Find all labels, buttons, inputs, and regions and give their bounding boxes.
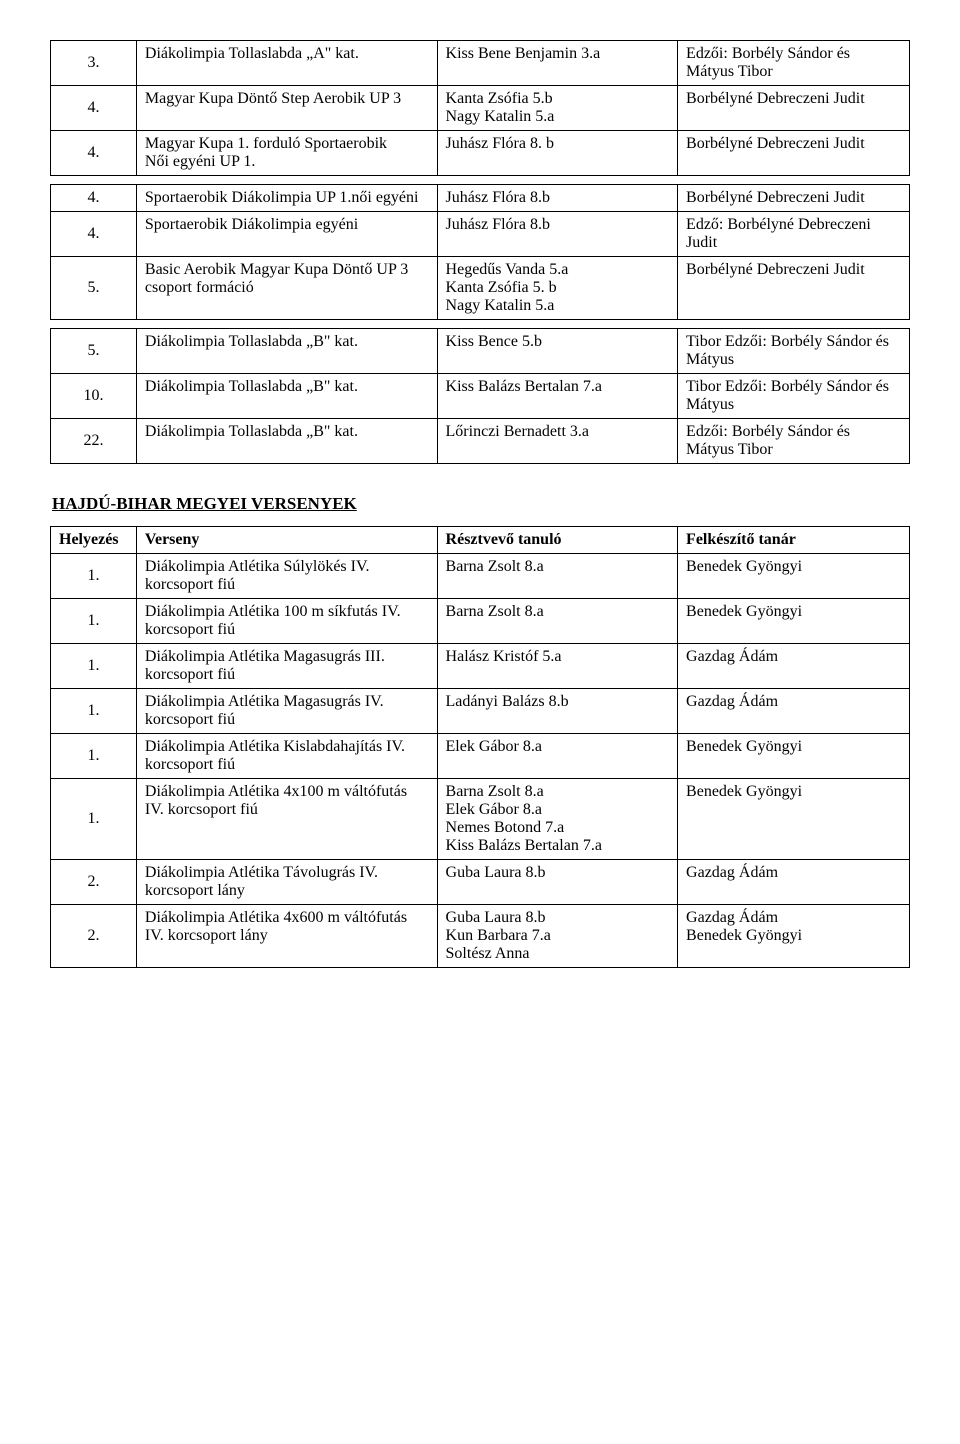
cell-participant: Ladányi Balázs 8.b bbox=[437, 689, 678, 734]
header-coach: Felkészítő tanár bbox=[678, 527, 910, 554]
cell-competition: Diákolimpia Tollaslabda „A" kat. bbox=[136, 41, 437, 86]
cell-competition: Diákolimpia Atlétika 100 m síkfutás IV. … bbox=[136, 599, 437, 644]
table-row: 4.Sportaerobik Diákolimpia egyéniJuhász … bbox=[51, 212, 910, 257]
table-row: 2.Diákolimpia Atlétika 4x600 m váltófutá… bbox=[51, 905, 910, 968]
cell-participant: Kanta Zsófia 5.b Nagy Katalin 5.a bbox=[437, 86, 678, 131]
cell-placement: 5. bbox=[51, 329, 137, 374]
table-row: 1.Diákolimpia Atlétika Súlylökés IV. kor… bbox=[51, 554, 910, 599]
cell-competition: Diákolimpia Atlétika Távolugrás IV. korc… bbox=[136, 860, 437, 905]
table-row: 1.Diákolimpia Atlétika Kislabdahajítás I… bbox=[51, 734, 910, 779]
cell-participant: Lőrinczi Bernadett 3.a bbox=[437, 419, 678, 464]
cell-participant: Kiss Bence 5.b bbox=[437, 329, 678, 374]
cell-placement: 4. bbox=[51, 212, 137, 257]
table-header-row: Helyezés Verseny Résztvevő tanuló Felkés… bbox=[51, 527, 910, 554]
table-row: 1.Diákolimpia Atlétika 100 m síkfutás IV… bbox=[51, 599, 910, 644]
cell-coach: Edzői: Borbély Sándor és Mátyus Tibor bbox=[678, 41, 910, 86]
county-results-table: Helyezés Verseny Résztvevő tanuló Felkés… bbox=[50, 526, 910, 968]
cell-competition: Magyar Kupa 1. forduló Sportaerobik Női … bbox=[136, 131, 437, 176]
cell-participant: Juhász Flóra 8.b bbox=[437, 185, 678, 212]
cell-competition: Diákolimpia Atlétika 4x100 m váltófutás … bbox=[136, 779, 437, 860]
header-competition: Verseny bbox=[136, 527, 437, 554]
cell-coach: Edző: Borbélyné Debreczeni Judit bbox=[678, 212, 910, 257]
cell-competition: Diákolimpia Tollaslabda „B" kat. bbox=[136, 329, 437, 374]
cell-coach: Borbélyné Debreczeni Judit bbox=[678, 86, 910, 131]
results-table-3: 5.Diákolimpia Tollaslabda „B" kat.Kiss B… bbox=[50, 328, 910, 464]
table-row: 2.Diákolimpia Atlétika Távolugrás IV. ko… bbox=[51, 860, 910, 905]
cell-placement: 3. bbox=[51, 41, 137, 86]
cell-participant: Barna Zsolt 8.a Elek Gábor 8.a Nemes Bot… bbox=[437, 779, 678, 860]
cell-placement: 4. bbox=[51, 131, 137, 176]
cell-participant: Hegedűs Vanda 5.a Kanta Zsófia 5. b Nagy… bbox=[437, 257, 678, 320]
cell-coach: Benedek Gyöngyi bbox=[678, 779, 910, 860]
cell-competition: Diákolimpia Atlétika Kislabdahajítás IV.… bbox=[136, 734, 437, 779]
cell-coach: Borbélyné Debreczeni Judit bbox=[678, 185, 910, 212]
cell-placement: 4. bbox=[51, 185, 137, 212]
cell-participant: Juhász Flóra 8. b bbox=[437, 131, 678, 176]
table-row: 4.Magyar Kupa Döntő Step Aerobik UP 3Kan… bbox=[51, 86, 910, 131]
cell-coach: Tibor Edzői: Borbély Sándor és Mátyus bbox=[678, 329, 910, 374]
cell-coach: Gazdag Ádám bbox=[678, 860, 910, 905]
table-row: 10.Diákolimpia Tollaslabda „B" kat.Kiss … bbox=[51, 374, 910, 419]
results-table-1: 3.Diákolimpia Tollaslabda „A" kat.Kiss B… bbox=[50, 40, 910, 176]
table-row: 5.Diákolimpia Tollaslabda „B" kat.Kiss B… bbox=[51, 329, 910, 374]
cell-placement: 2. bbox=[51, 905, 137, 968]
table-row: 1.Diákolimpia Atlétika Magasugrás IV. ko… bbox=[51, 689, 910, 734]
cell-coach: Gazdag Ádám Benedek Gyöngyi bbox=[678, 905, 910, 968]
cell-competition: Diákolimpia Tollaslabda „B" kat. bbox=[136, 419, 437, 464]
cell-coach: Borbélyné Debreczeni Judit bbox=[678, 257, 910, 320]
cell-coach: Gazdag Ádám bbox=[678, 689, 910, 734]
cell-placement: 1. bbox=[51, 779, 137, 860]
cell-placement: 10. bbox=[51, 374, 137, 419]
cell-participant: Barna Zsolt 8.a bbox=[437, 554, 678, 599]
cell-placement: 1. bbox=[51, 734, 137, 779]
header-participant: Résztvevő tanuló bbox=[437, 527, 678, 554]
table-row: 22.Diákolimpia Tollaslabda „B" kat.Lőrin… bbox=[51, 419, 910, 464]
cell-coach: Edzői: Borbély Sándor és Mátyus Tibor bbox=[678, 419, 910, 464]
cell-placement: 2. bbox=[51, 860, 137, 905]
cell-coach: Gazdag Ádám bbox=[678, 644, 910, 689]
table-row: 5.Basic Aerobik Magyar Kupa Döntő UP 3 c… bbox=[51, 257, 910, 320]
cell-competition: Magyar Kupa Döntő Step Aerobik UP 3 bbox=[136, 86, 437, 131]
cell-competition: Sportaerobik Diákolimpia UP 1.női egyéni bbox=[136, 185, 437, 212]
cell-placement: 1. bbox=[51, 599, 137, 644]
table-row: 1.Diákolimpia Atlétika 4x100 m váltófutá… bbox=[51, 779, 910, 860]
cell-placement: 1. bbox=[51, 689, 137, 734]
cell-coach: Benedek Gyöngyi bbox=[678, 554, 910, 599]
cell-coach: Tibor Edzői: Borbély Sándor és Mátyus bbox=[678, 374, 910, 419]
cell-participant: Halász Kristóf 5.a bbox=[437, 644, 678, 689]
cell-coach: Benedek Gyöngyi bbox=[678, 599, 910, 644]
cell-competition: Basic Aerobik Magyar Kupa Döntő UP 3 cso… bbox=[136, 257, 437, 320]
cell-participant: Kiss Bene Benjamin 3.a bbox=[437, 41, 678, 86]
cell-placement: 1. bbox=[51, 554, 137, 599]
table-row: 1.Diákolimpia Atlétika Magasugrás III. k… bbox=[51, 644, 910, 689]
cell-placement: 1. bbox=[51, 644, 137, 689]
header-placement: Helyezés bbox=[51, 527, 137, 554]
table-row: 3.Diákolimpia Tollaslabda „A" kat.Kiss B… bbox=[51, 41, 910, 86]
cell-competition: Diákolimpia Atlétika Súlylökés IV. korcs… bbox=[136, 554, 437, 599]
cell-competition: Diákolimpia Atlétika Magasugrás III. kor… bbox=[136, 644, 437, 689]
cell-participant: Barna Zsolt 8.a bbox=[437, 599, 678, 644]
section-heading-county: HAJDÚ-BIHAR MEGYEI VERSENYEK bbox=[52, 494, 910, 514]
cell-placement: 5. bbox=[51, 257, 137, 320]
cell-coach: Borbélyné Debreczeni Judit bbox=[678, 131, 910, 176]
cell-participant: Elek Gábor 8.a bbox=[437, 734, 678, 779]
cell-participant: Kiss Balázs Bertalan 7.a bbox=[437, 374, 678, 419]
cell-participant: Guba Laura 8.b Kun Barbara 7.a Soltész A… bbox=[437, 905, 678, 968]
results-table-2: 4.Sportaerobik Diákolimpia UP 1.női egyé… bbox=[50, 184, 910, 320]
cell-participant: Juhász Flóra 8.b bbox=[437, 212, 678, 257]
table-row: 4.Magyar Kupa 1. forduló Sportaerobik Nő… bbox=[51, 131, 910, 176]
cell-competition: Diákolimpia Atlétika Magasugrás IV. korc… bbox=[136, 689, 437, 734]
cell-placement: 4. bbox=[51, 86, 137, 131]
table-row: 4.Sportaerobik Diákolimpia UP 1.női egyé… bbox=[51, 185, 910, 212]
cell-competition: Diákolimpia Tollaslabda „B" kat. bbox=[136, 374, 437, 419]
cell-coach: Benedek Gyöngyi bbox=[678, 734, 910, 779]
cell-placement: 22. bbox=[51, 419, 137, 464]
cell-competition: Diákolimpia Atlétika 4x600 m váltófutás … bbox=[136, 905, 437, 968]
cell-competition: Sportaerobik Diákolimpia egyéni bbox=[136, 212, 437, 257]
cell-participant: Guba Laura 8.b bbox=[437, 860, 678, 905]
